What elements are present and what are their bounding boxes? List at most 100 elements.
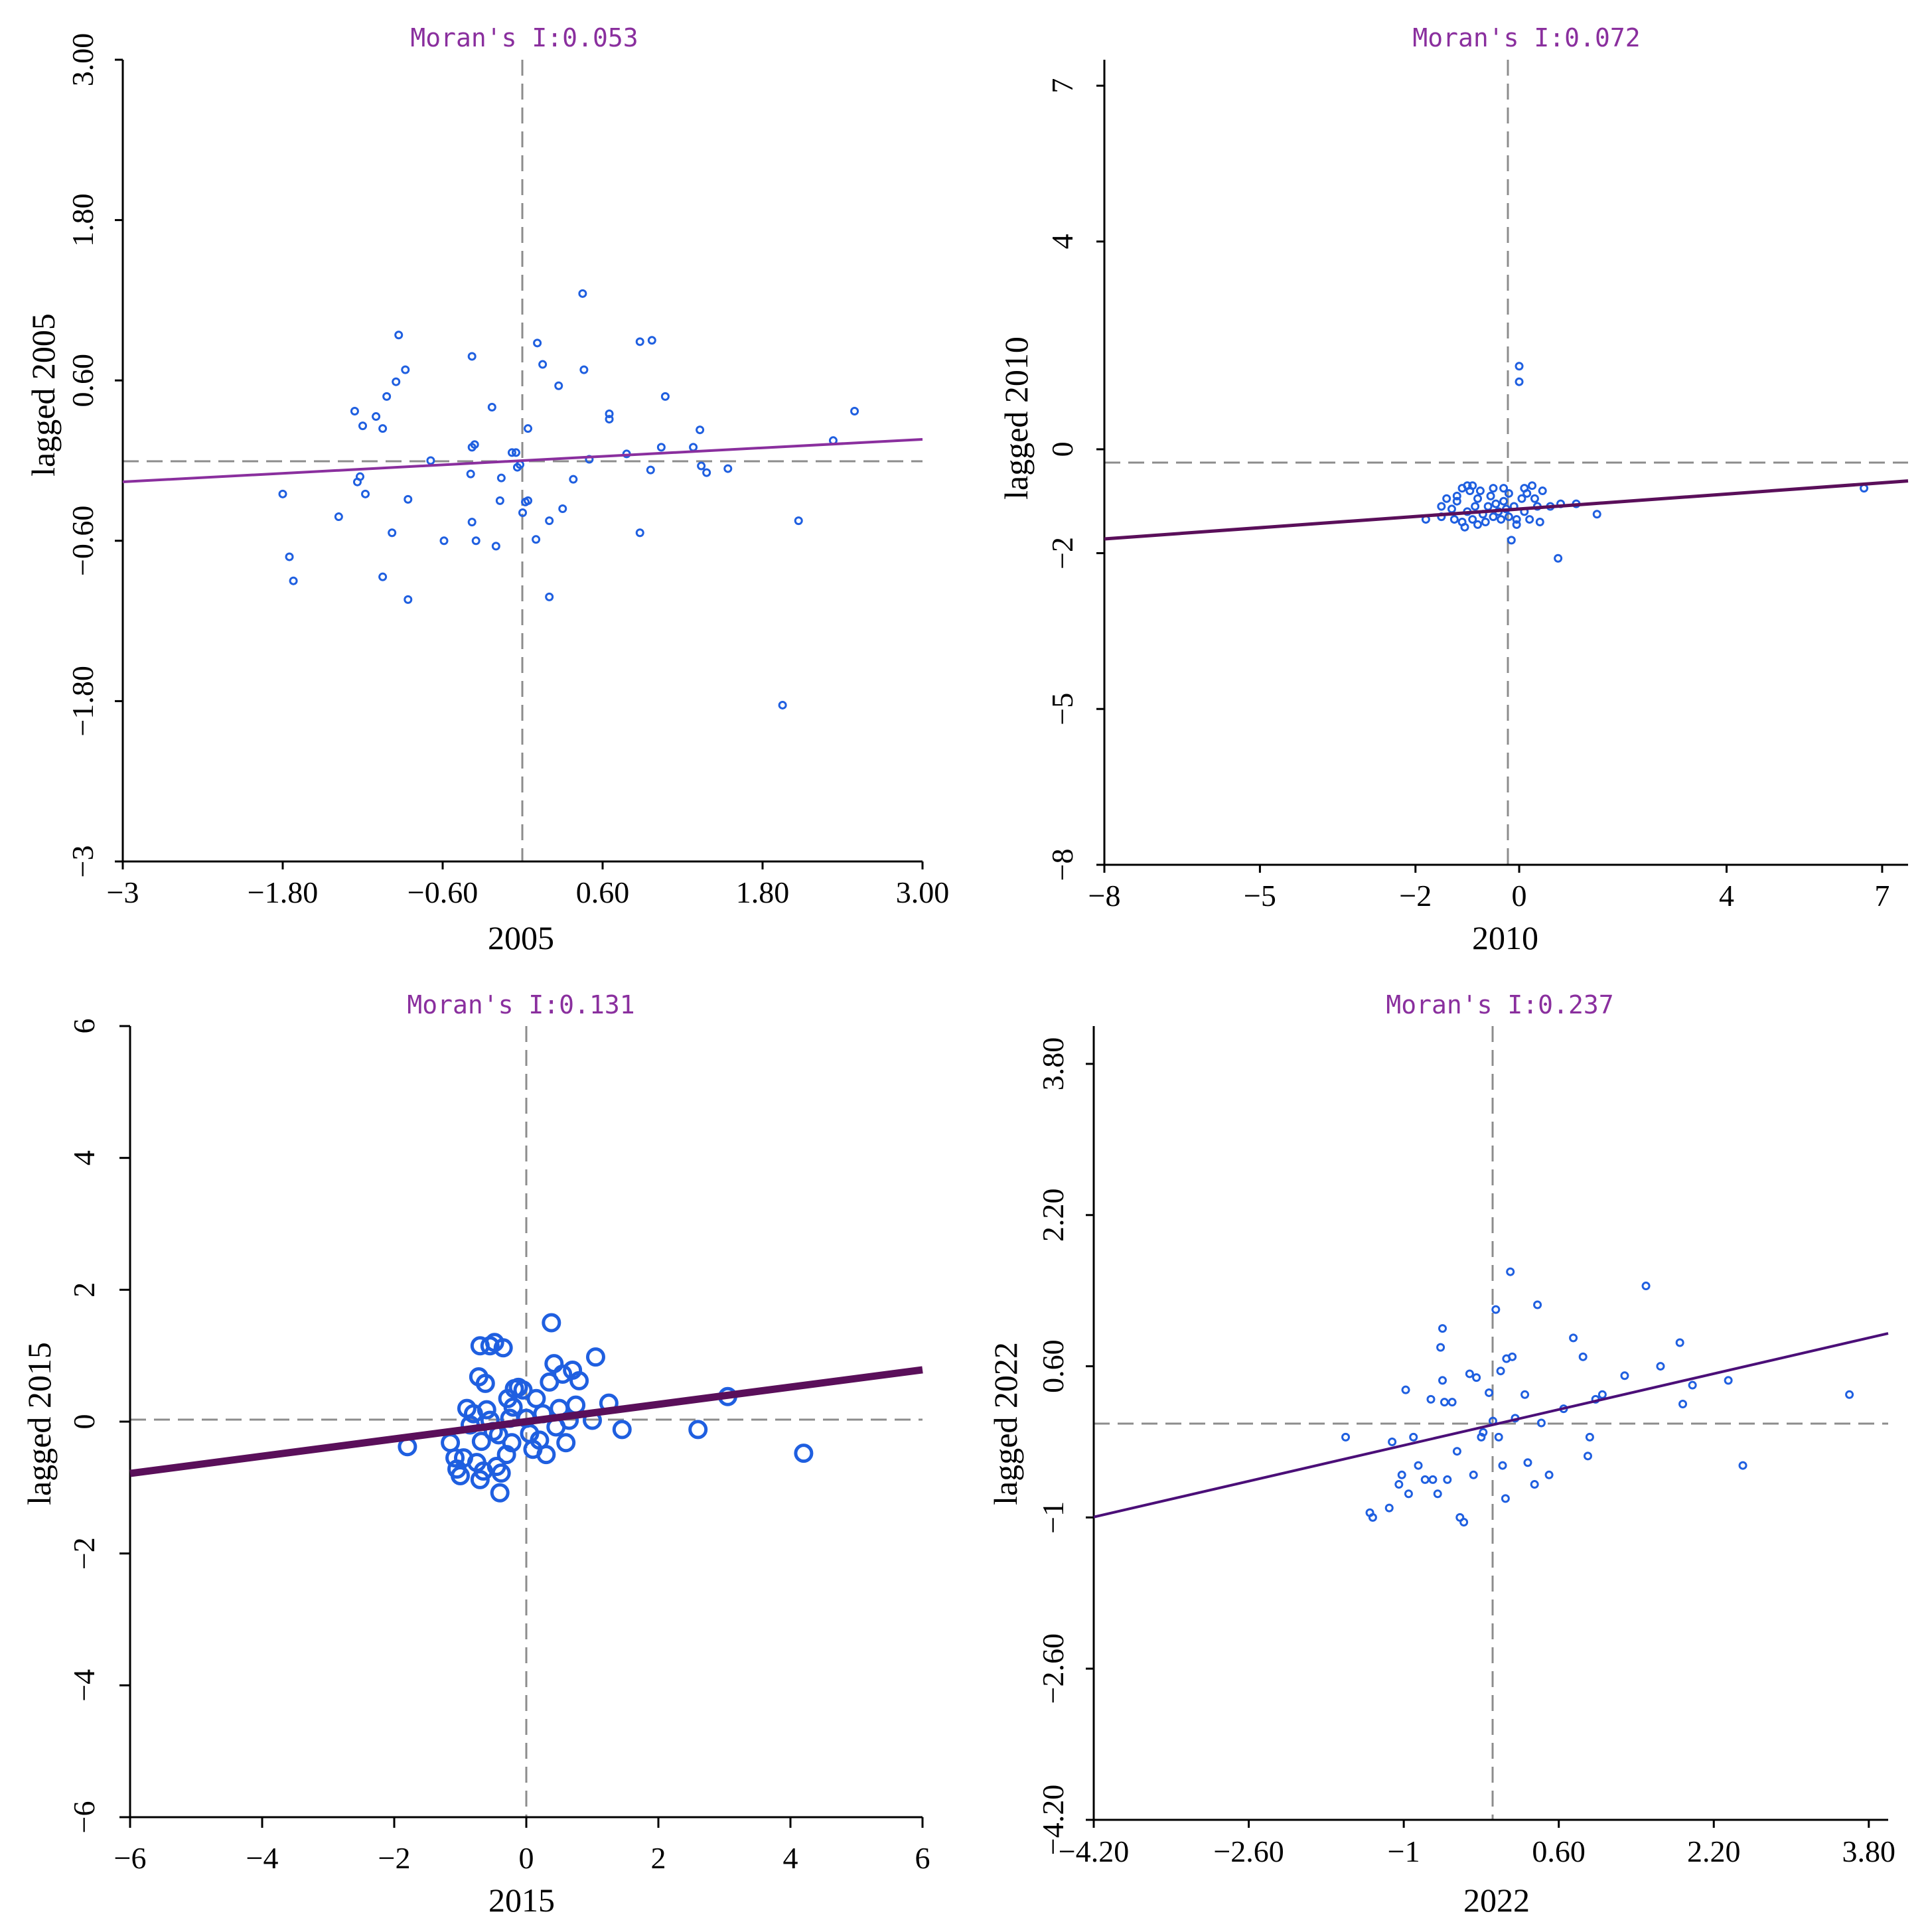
panel-2005-point xyxy=(697,461,706,471)
panel-2005-point xyxy=(285,552,294,561)
panel-2010-point xyxy=(1489,484,1498,493)
panel-2022-point xyxy=(1440,1398,1449,1407)
panel-2022-point xyxy=(1501,1494,1510,1503)
panel-2015-point xyxy=(445,1448,465,1468)
panel-2022-point xyxy=(1530,1480,1539,1489)
panel-2022-x-tick-label: −2.60 xyxy=(1213,1834,1284,1868)
panel-2022-point xyxy=(1452,1447,1461,1456)
panel-2005-point xyxy=(467,443,477,452)
panel-2010-point xyxy=(1473,520,1483,529)
panel-2005-point xyxy=(350,407,359,416)
panel-2010-point xyxy=(1499,484,1509,493)
panel-2005-y-ticks: −3 −1.80 −0.60 0.60 1.80 3.00 xyxy=(66,33,123,878)
panel-2005-point xyxy=(378,572,388,581)
panel-2022-y-tick-label: 2.20 xyxy=(1036,1189,1070,1242)
panel-2015-y-tick-label: 2 xyxy=(67,1282,101,1298)
panel-2005-point xyxy=(660,392,670,401)
panel-2015-y-tick-label: −2 xyxy=(67,1537,101,1570)
panel-2005-point xyxy=(466,469,475,479)
panel-2022-point xyxy=(1426,1394,1436,1404)
panel-2005-point xyxy=(507,448,516,457)
panel-2005-point xyxy=(524,424,533,433)
panel-2005-y-tick-label: −3 xyxy=(66,846,100,878)
panel-2010-point xyxy=(1468,515,1477,524)
panel-2022-x-tick-label: 0.60 xyxy=(1532,1834,1586,1868)
panel-2015-x-ticks: −6 −4 −2 0 2 4 6 xyxy=(114,1817,930,1875)
panel-2005-x-tick-label: 1.80 xyxy=(736,875,790,909)
panel-2022-point xyxy=(1436,1343,1445,1352)
panel-2005-point xyxy=(723,464,733,473)
panel-2022-y-tick-label: 3.80 xyxy=(1036,1037,1070,1091)
panel-2022-y-tick-label: −1 xyxy=(1036,1501,1070,1534)
panel-2015-x-tick-label: −6 xyxy=(114,1841,147,1875)
panel-2022-y-label: lagged 2022 xyxy=(987,1342,1024,1505)
panel-2010-point xyxy=(1530,494,1539,503)
panel-2005-point xyxy=(545,516,554,526)
panel-2005-point xyxy=(794,516,803,526)
panel-2005-point xyxy=(518,508,527,518)
panel-2022-point xyxy=(1409,1432,1418,1442)
panel-2005-x-tick-label: 0.60 xyxy=(576,875,630,909)
panel-2022-point xyxy=(1397,1470,1406,1479)
panel-2015-y-ticks: −6 −4 −2 0 2 4 6 xyxy=(67,1019,130,1833)
panel-2005-point xyxy=(426,456,435,465)
panel-2022-point xyxy=(1447,1398,1457,1407)
panel-2015-point xyxy=(491,1463,511,1483)
panel-2022-point xyxy=(1738,1461,1747,1470)
panel-2005-y-tick-label: 1.80 xyxy=(66,193,100,247)
panel-2010-point xyxy=(1538,486,1547,496)
panel-2005-point xyxy=(278,489,287,498)
panel-2010-point xyxy=(1452,496,1461,506)
panel-2015-point xyxy=(556,1433,576,1453)
panel-2015: Moran's I:0.131 −6 −4 −2 0 2 4 6 −6 −4 −2 0 2 4 6 20… xyxy=(21,990,930,1919)
panel-2022-point xyxy=(1496,1367,1505,1376)
panel-2005-point xyxy=(554,381,563,390)
panel-2010-x-tick-label: 0 xyxy=(1512,879,1527,913)
panel-2022-title: Moran's I:0.237 xyxy=(1386,990,1613,1019)
panel-2010-point xyxy=(1489,512,1498,522)
panel-2010-y-label: lagged 2010 xyxy=(998,336,1035,500)
panel-2022-point xyxy=(1438,1324,1447,1333)
panel-2005-point xyxy=(394,331,404,340)
panel-2022-x-tick-label: 3.80 xyxy=(1842,1834,1896,1868)
panel-2022-point xyxy=(1443,1475,1452,1484)
panel-2010-regression-line xyxy=(1104,479,1909,541)
panel-2010-point xyxy=(1525,515,1534,524)
panel-2005-y-tick-label: 0.60 xyxy=(66,354,100,408)
panel-2022-point xyxy=(1368,1513,1377,1522)
panel-2005-point xyxy=(579,365,589,374)
panel-2022-x-label: 2022 xyxy=(1463,1882,1530,1919)
panel-2005-point xyxy=(647,336,656,345)
panel-2015-point xyxy=(471,1432,491,1451)
panel-2022-point xyxy=(1420,1475,1430,1484)
panel-2022-point xyxy=(1479,1428,1488,1437)
panel-2005-point xyxy=(511,448,520,457)
panel-2015-point xyxy=(542,1313,561,1333)
panel-2010-point xyxy=(1499,496,1509,506)
panel-2010-x-ticks: −8 −5 −2 0 4 7 xyxy=(1088,865,1889,913)
panel-2005-point xyxy=(850,407,859,416)
panel-2005-point xyxy=(382,392,392,401)
panel-2005-y-tick-label: −0.60 xyxy=(66,506,100,576)
panel-2015-point xyxy=(569,1371,589,1390)
panel-2015-point xyxy=(490,1483,510,1503)
panel-2010-y-tick-label: 7 xyxy=(1045,78,1079,94)
panel-2015-x-tick-label: −2 xyxy=(378,1841,411,1875)
panel-2005-point xyxy=(355,472,364,481)
panel-2015-x-label: 2015 xyxy=(488,1882,555,1919)
panel-2015-point xyxy=(544,1354,564,1374)
panel-2010-y-ticks: −8 −5 −2 0 4 7 xyxy=(1045,78,1104,881)
panel-2010-y-tick-label: −8 xyxy=(1045,849,1079,881)
panel-2010-point xyxy=(1512,520,1521,529)
panel-2015-y-tick-label: 4 xyxy=(67,1150,101,1165)
panel-2015-point xyxy=(493,1338,513,1358)
panel-2005-point xyxy=(635,528,644,538)
panel-2015-point xyxy=(451,1465,470,1485)
panel-2022-point xyxy=(1388,1437,1397,1446)
panel-2005-x-tick-label: −1.80 xyxy=(248,875,318,909)
panel-2022-y-tick-label: 0.60 xyxy=(1036,1339,1070,1393)
panel-2005-point xyxy=(702,468,711,477)
panel-2005-point xyxy=(334,512,343,522)
panel-2022-point xyxy=(1508,1352,1517,1361)
panel-2010-y-tick-label: 4 xyxy=(1045,234,1079,249)
